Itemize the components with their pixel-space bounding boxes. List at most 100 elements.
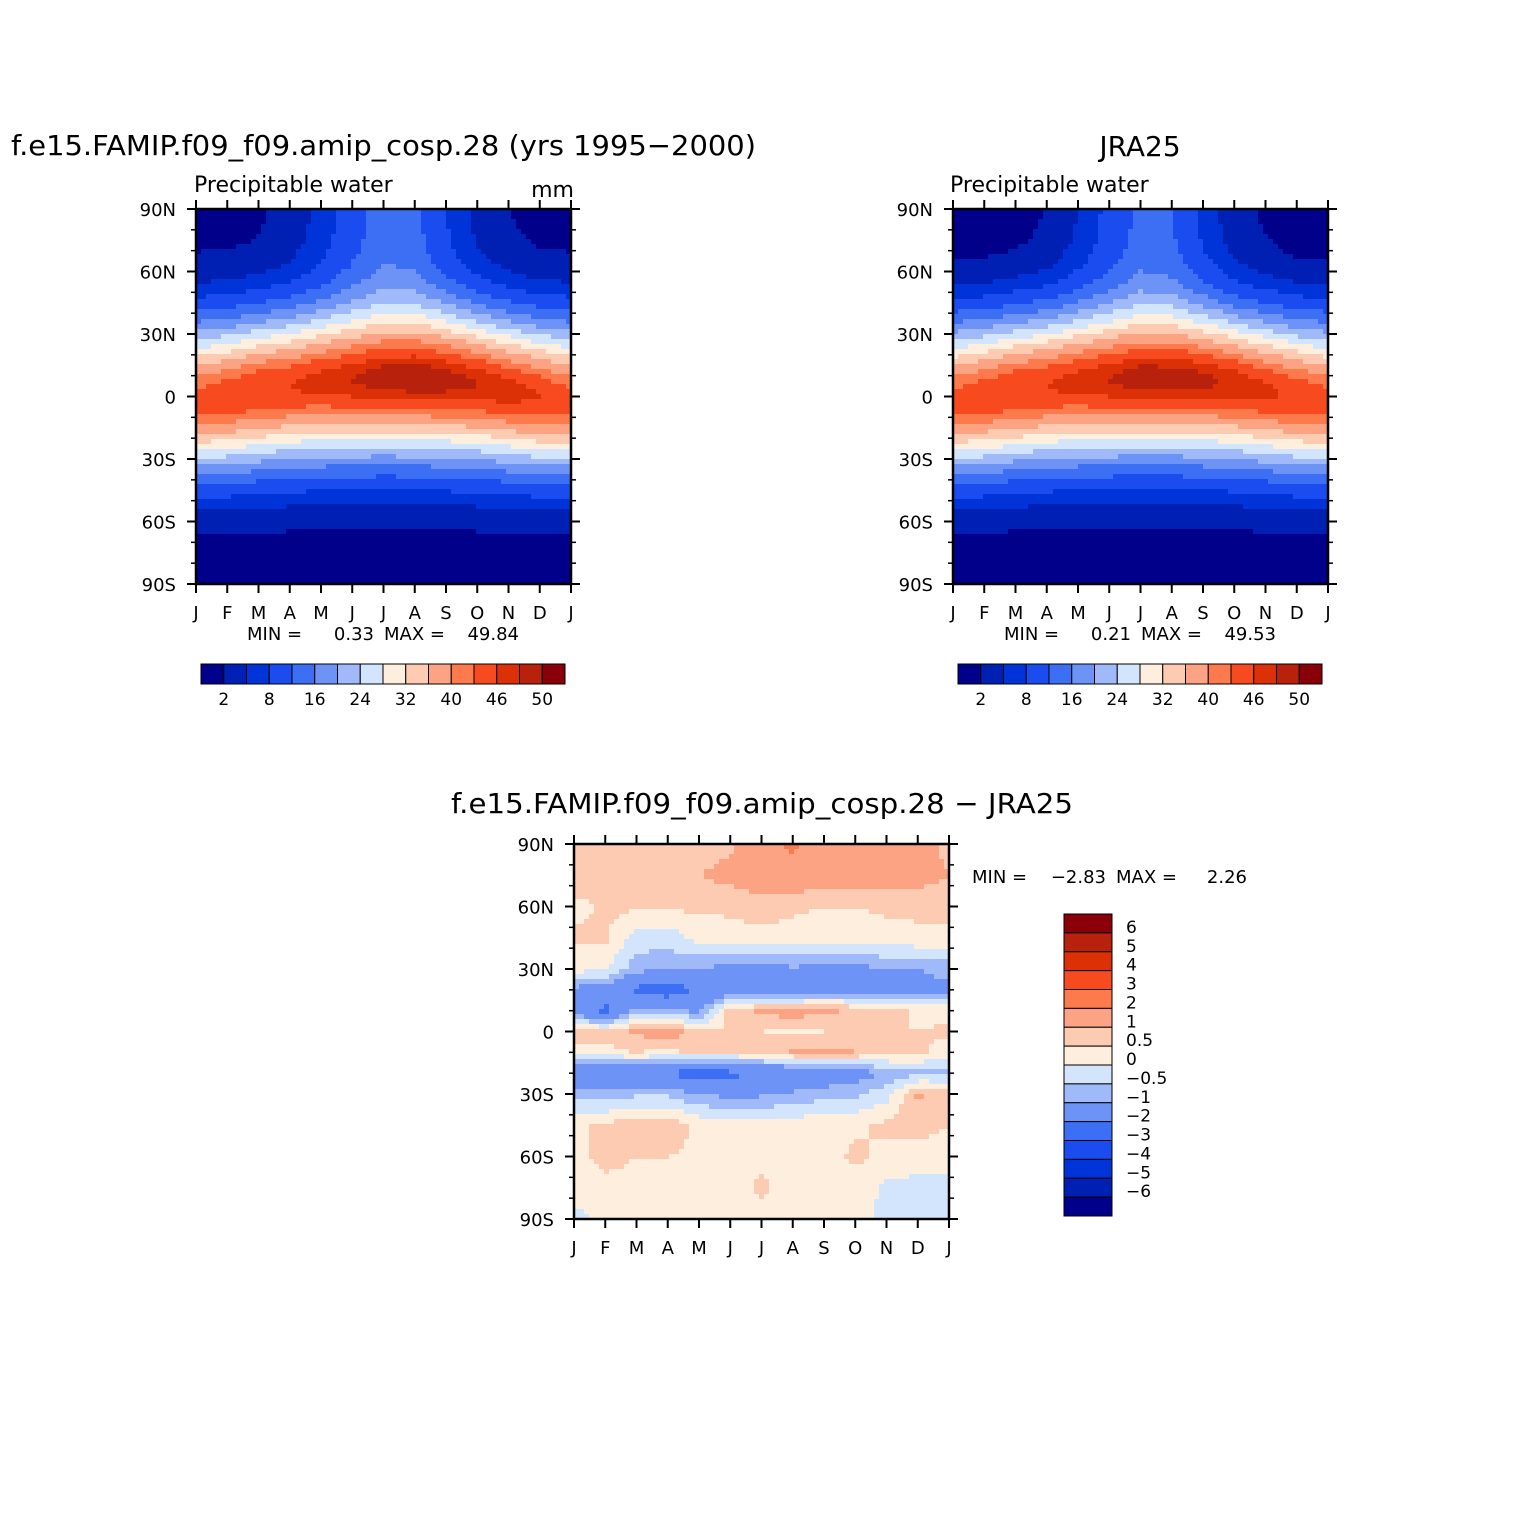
field-cell [301, 519, 307, 525]
field-cell [451, 274, 457, 280]
field-cell [226, 359, 232, 365]
field-cell [216, 304, 222, 310]
field-cell [546, 449, 552, 455]
field-cell [521, 384, 527, 390]
field-cell [431, 509, 437, 515]
field-cell [446, 469, 452, 475]
field-cell [446, 259, 452, 265]
field-cell [211, 514, 217, 520]
field-cell [251, 519, 257, 525]
field-cell [391, 249, 397, 255]
field-cell [456, 439, 462, 445]
field-cell [391, 329, 397, 335]
field-cell [376, 304, 382, 310]
field-cell [436, 529, 442, 535]
field-cell [561, 399, 567, 405]
field-cell [201, 339, 207, 345]
field-cell [556, 239, 562, 245]
field-cell [511, 444, 517, 450]
field-cell [266, 464, 272, 470]
field-cell [561, 469, 567, 475]
field-cell [341, 289, 347, 295]
field-cell [251, 274, 257, 280]
field-cell [411, 294, 417, 300]
field-cell [521, 504, 527, 510]
field-cell [501, 289, 507, 295]
field-cell [466, 534, 472, 540]
field-cell [466, 209, 472, 215]
field-cell [296, 464, 302, 470]
field-cell [486, 509, 492, 515]
field-cell [211, 294, 217, 300]
field-cell [256, 449, 262, 455]
field-cell [556, 379, 562, 385]
field-cell [466, 474, 472, 480]
field-cell [206, 299, 212, 305]
field-cell [396, 439, 402, 445]
field-cell [311, 374, 317, 380]
field-cell [286, 389, 292, 395]
field-cell [511, 354, 517, 360]
field-cell [456, 299, 462, 305]
field-cell [506, 294, 512, 300]
field-cell [306, 494, 312, 500]
field-cell [206, 509, 212, 515]
field-cell [441, 374, 447, 380]
field-cell [426, 524, 432, 530]
field-cell [331, 484, 337, 490]
field-cell [486, 354, 492, 360]
field-cell [401, 319, 407, 325]
field-cell [336, 369, 342, 375]
field-cell [391, 369, 397, 375]
field-cell [521, 389, 527, 395]
field-cell [256, 344, 262, 350]
field-cell [246, 424, 252, 430]
field-cell [281, 459, 287, 465]
field-cell [346, 314, 352, 320]
field-cell [366, 374, 372, 380]
field-cell [326, 219, 332, 225]
field-cell [431, 409, 437, 415]
field-cell [451, 224, 457, 230]
field-cell [411, 524, 417, 530]
field-cell [386, 334, 392, 340]
field-cell [451, 419, 457, 425]
field-cell [451, 329, 457, 335]
field-cell [561, 434, 567, 440]
field-cell [556, 344, 562, 350]
field-cell [426, 364, 432, 370]
field-cell [311, 279, 317, 285]
field-cell [421, 504, 427, 510]
field-cell [331, 464, 337, 470]
field-cell [481, 224, 487, 230]
field-cell [351, 514, 357, 520]
field-cell [431, 494, 437, 500]
field-cell [316, 324, 322, 330]
field-cell [261, 249, 267, 255]
field-cell [286, 364, 292, 370]
field-cell [416, 379, 422, 385]
field-cell [491, 359, 497, 365]
field-cell [316, 429, 322, 435]
field-cell [221, 294, 227, 300]
field-cell [286, 339, 292, 345]
field-cell [416, 444, 422, 450]
field-cell [481, 494, 487, 500]
field-cell [501, 219, 507, 225]
field-cell [446, 519, 452, 525]
field-cell [296, 279, 302, 285]
field-cell [236, 399, 242, 405]
field-cell [381, 489, 387, 495]
field-cell [486, 394, 492, 400]
field-cell [296, 439, 302, 445]
field-cell [211, 209, 217, 215]
field-cell [201, 304, 207, 310]
field-cell [546, 514, 552, 520]
field-cell [281, 254, 287, 260]
field-cell [436, 354, 442, 360]
field-cell [276, 464, 282, 470]
field-cell [281, 394, 287, 400]
field-cell [251, 394, 257, 400]
field-cell [376, 324, 382, 330]
field-cell [366, 369, 372, 375]
